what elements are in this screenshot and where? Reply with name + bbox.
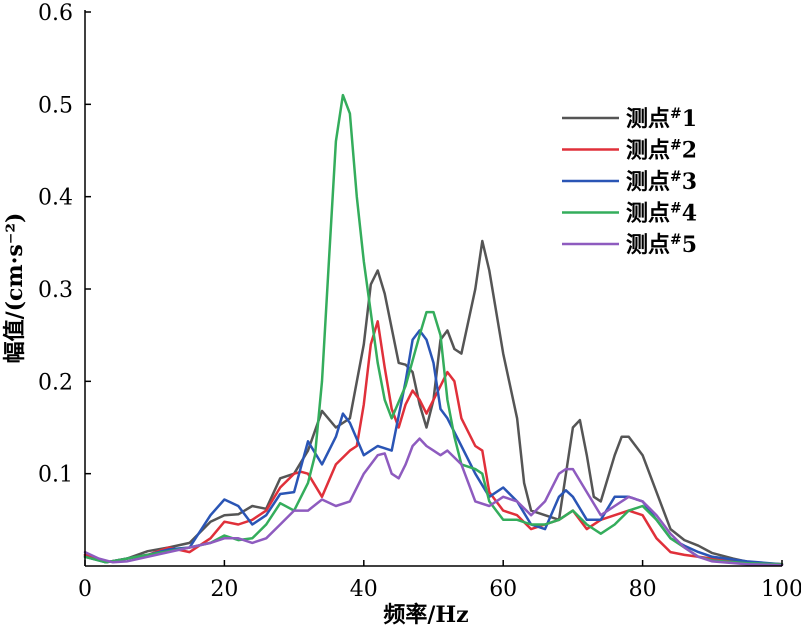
series-line-5 [83,437,784,567]
legend: 测点#1 测点#2 测点#3 测点#4 测点#5 [562,106,697,258]
y-tick-label: 0.3 [38,278,73,303]
x-tick-label: 20 [210,577,238,602]
x-tick-label: 0 [78,577,92,602]
x-axis-title: 频率/Hz [383,602,468,628]
series-line-4 [83,93,784,566]
series-line-2 [83,320,784,566]
y-tick-label: 0.5 [38,93,73,118]
y-tick-label: 0.6 [38,1,73,26]
legend-label-2: 测点#2 [626,138,697,164]
axes-layer: 0 20 40 60 80 100 0.1 0.2 0.3 0.4 0.5 0.6 [38,1,801,602]
y-tick-label: 0.4 [38,186,73,211]
x-tick-label: 40 [350,577,378,602]
series-line-1 [83,239,784,566]
y-axis-title: 幅值/(cm·s⁻²) [2,213,28,364]
y-tick-label: 0.2 [38,370,73,395]
legend-label-3: 测点#3 [626,169,697,195]
legend-label-5: 测点#5 [626,232,697,258]
series-line-3 [83,329,784,566]
legend-label-1: 测点#1 [626,106,697,132]
x-tick-label: 100 [761,577,801,602]
y-tick-label: 0.1 [38,463,73,488]
legend-label-4: 测点#4 [626,201,697,227]
x-tick-label: 60 [489,577,517,602]
series-layer [83,93,784,567]
x-tick-label: 80 [629,577,657,602]
